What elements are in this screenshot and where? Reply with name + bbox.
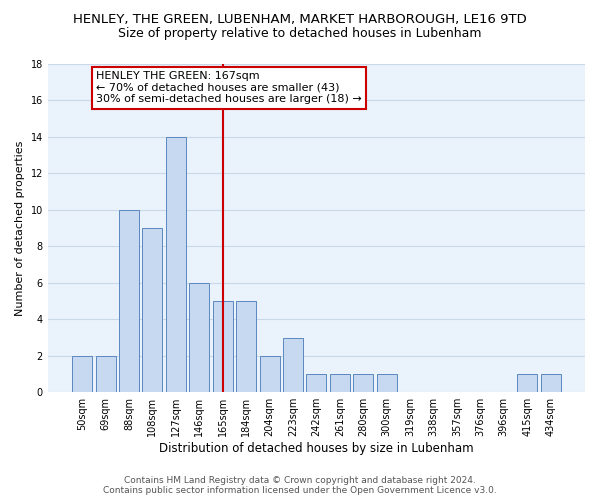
Bar [377,374,397,392]
Bar [283,338,303,392]
Bar [517,374,537,392]
Bar [236,301,256,392]
Bar [213,301,233,392]
Text: Size of property relative to detached houses in Lubenham: Size of property relative to detached ho… [118,28,482,40]
X-axis label: Distribution of detached houses by size in Lubenham: Distribution of detached houses by size … [159,442,474,455]
Bar [142,228,163,392]
Bar [72,356,92,392]
Bar [353,374,373,392]
Text: HENLEY, THE GREEN, LUBENHAM, MARKET HARBOROUGH, LE16 9TD: HENLEY, THE GREEN, LUBENHAM, MARKET HARB… [73,12,527,26]
Y-axis label: Number of detached properties: Number of detached properties [15,140,25,316]
Bar [166,137,186,392]
Bar [541,374,560,392]
Bar [95,356,116,392]
Bar [260,356,280,392]
Text: HENLEY THE GREEN: 167sqm
← 70% of detached houses are smaller (43)
30% of semi-d: HENLEY THE GREEN: 167sqm ← 70% of detach… [96,72,362,104]
Bar [190,283,209,392]
Bar [119,210,139,392]
Bar [307,374,326,392]
Text: Contains HM Land Registry data © Crown copyright and database right 2024.
Contai: Contains HM Land Registry data © Crown c… [103,476,497,495]
Bar [330,374,350,392]
